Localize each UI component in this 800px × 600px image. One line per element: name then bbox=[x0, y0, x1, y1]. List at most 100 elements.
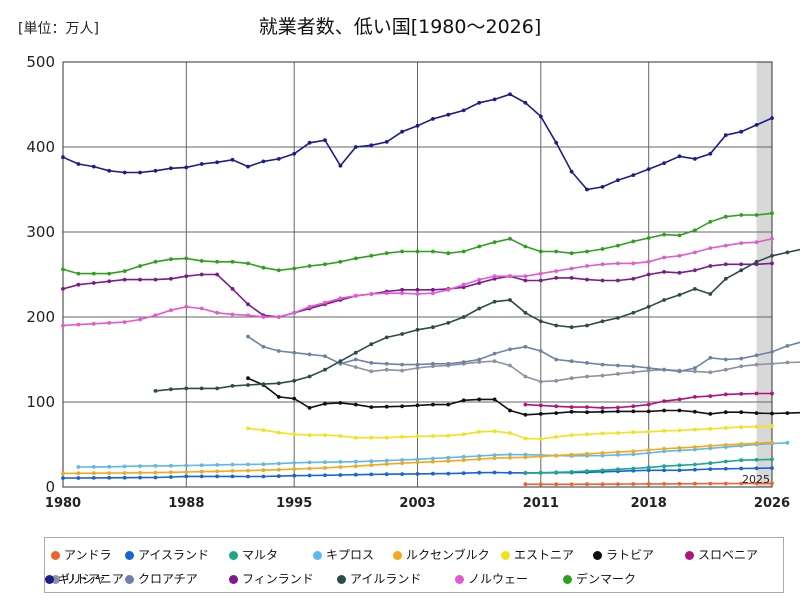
data-point bbox=[122, 269, 127, 273]
data-point bbox=[770, 350, 774, 354]
unit-label: [単位：万人] bbox=[18, 21, 99, 37]
data-point bbox=[662, 232, 666, 237]
data-point bbox=[492, 397, 497, 402]
data-point bbox=[307, 140, 312, 145]
data-point bbox=[616, 363, 620, 368]
data-point bbox=[153, 168, 158, 173]
data-point bbox=[246, 376, 250, 381]
data-point bbox=[569, 266, 574, 271]
data-point bbox=[569, 376, 574, 381]
data-point bbox=[261, 474, 266, 479]
data-point bbox=[723, 481, 728, 486]
data-point bbox=[184, 463, 189, 468]
data-point bbox=[739, 410, 744, 415]
data-point bbox=[384, 335, 389, 340]
data-point bbox=[538, 349, 543, 353]
data-point bbox=[708, 355, 713, 360]
data-point bbox=[600, 278, 605, 283]
series-line bbox=[155, 248, 800, 392]
data-point bbox=[353, 459, 358, 464]
data-point bbox=[76, 322, 81, 327]
data-point bbox=[384, 367, 389, 372]
data-point bbox=[76, 271, 81, 276]
data-point bbox=[523, 374, 528, 379]
data-point bbox=[184, 165, 189, 170]
data-point bbox=[369, 292, 374, 296]
x-tick-label: 1988 bbox=[168, 496, 204, 511]
data-point bbox=[693, 250, 697, 255]
data-point bbox=[631, 173, 636, 178]
data-point bbox=[431, 117, 435, 121]
data-point bbox=[107, 271, 112, 276]
data-point bbox=[693, 445, 697, 449]
data-point bbox=[631, 370, 636, 375]
data-point bbox=[554, 269, 559, 273]
data-point bbox=[646, 468, 651, 473]
data-point bbox=[708, 443, 713, 448]
data-point bbox=[384, 291, 389, 296]
data-point bbox=[723, 410, 728, 415]
legend-item: デンマーク bbox=[563, 570, 636, 587]
data-point bbox=[723, 443, 728, 447]
legend-label: エストニア bbox=[514, 548, 575, 562]
data-point bbox=[631, 276, 636, 281]
data-point bbox=[477, 306, 482, 311]
data-point bbox=[585, 277, 589, 282]
data-point bbox=[261, 462, 266, 467]
data-point bbox=[693, 467, 697, 472]
y-tick-label: 200 bbox=[26, 308, 55, 326]
data-point bbox=[384, 140, 389, 144]
data-point bbox=[770, 211, 774, 216]
data-point bbox=[169, 257, 173, 262]
data-point bbox=[184, 304, 189, 309]
data-point bbox=[122, 277, 127, 282]
data-point bbox=[616, 467, 620, 472]
data-point bbox=[199, 306, 204, 311]
data-point bbox=[107, 464, 112, 469]
data-point bbox=[477, 277, 482, 282]
data-point bbox=[292, 266, 297, 271]
data-point bbox=[199, 463, 204, 468]
data-point bbox=[492, 456, 497, 460]
data-point bbox=[461, 108, 466, 113]
data-point bbox=[461, 285, 466, 290]
data-point bbox=[600, 185, 605, 189]
legend-marker bbox=[125, 575, 134, 584]
data-point bbox=[246, 313, 250, 318]
data-point bbox=[523, 452, 528, 457]
data-point bbox=[107, 321, 112, 325]
data-point bbox=[770, 236, 774, 241]
data-point bbox=[169, 308, 173, 313]
data-point bbox=[230, 474, 235, 479]
data-point bbox=[538, 319, 543, 324]
data-point bbox=[508, 408, 512, 413]
data-point bbox=[554, 404, 559, 409]
data-point bbox=[662, 255, 666, 260]
data-point bbox=[770, 440, 774, 445]
data-point bbox=[153, 277, 158, 282]
y-tick-label: 300 bbox=[26, 223, 55, 241]
data-point bbox=[276, 461, 281, 466]
legend-label: マルタ bbox=[242, 548, 279, 562]
legend-marker bbox=[501, 551, 510, 560]
data-point bbox=[323, 460, 327, 465]
data-point bbox=[646, 402, 651, 407]
data-point bbox=[662, 468, 666, 473]
data-point bbox=[400, 404, 404, 409]
data-point bbox=[323, 401, 327, 406]
data-point bbox=[122, 464, 127, 469]
data-point bbox=[338, 359, 343, 364]
series-line bbox=[247, 335, 800, 373]
data-point bbox=[569, 325, 574, 330]
data-point bbox=[708, 264, 713, 268]
legend-marker bbox=[125, 551, 134, 560]
data-point bbox=[461, 458, 466, 463]
data-point bbox=[616, 372, 620, 376]
data-point bbox=[292, 467, 297, 471]
data-point bbox=[107, 168, 112, 173]
data-point bbox=[646, 409, 651, 414]
data-point bbox=[353, 472, 358, 477]
data-point bbox=[215, 272, 220, 277]
legend-label: ラトビア bbox=[606, 548, 655, 562]
data-point bbox=[338, 434, 343, 438]
